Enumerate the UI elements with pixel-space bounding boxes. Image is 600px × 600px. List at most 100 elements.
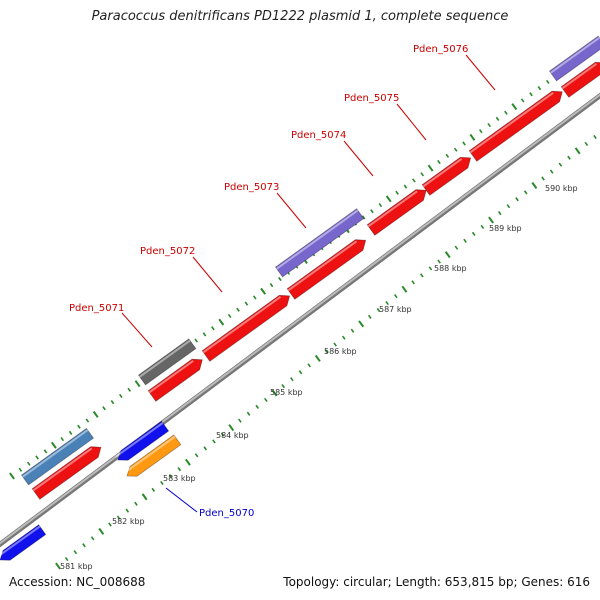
tick (453, 147, 458, 152)
feature-highlight (287, 240, 358, 292)
tick (228, 424, 235, 432)
tick (520, 98, 525, 103)
callout-line (465, 54, 496, 91)
backbone-highlight (0, 93, 600, 545)
tick (401, 285, 408, 293)
tick (202, 332, 207, 337)
tick (523, 190, 528, 195)
tick (26, 461, 31, 466)
feature-highlight (550, 36, 600, 74)
tick (574, 147, 581, 155)
tick (370, 209, 374, 214)
tick (385, 195, 392, 203)
tick (342, 335, 346, 340)
tick (151, 487, 156, 492)
tick (50, 441, 57, 449)
backbone (0, 92, 600, 548)
tick (541, 176, 545, 181)
gene-labels: Pden_5070 Pden_5071 Pden_5072 Pden_5073 Pden… (69, 44, 496, 519)
feature-highlight (32, 447, 93, 492)
tick (252, 295, 257, 300)
gene-label: Pden_5070 (199, 508, 254, 519)
tick (134, 380, 141, 388)
tick (55, 562, 61, 570)
tick (134, 501, 138, 506)
callout-line (343, 140, 374, 177)
tick (324, 349, 329, 354)
feature-highlight (422, 158, 463, 188)
forward-cds (286, 239, 367, 300)
tick (269, 283, 274, 288)
feature-highlight (115, 422, 164, 458)
tick (43, 449, 48, 454)
tick (278, 276, 282, 282)
tick (495, 116, 500, 121)
scale-label: 588 kbp (434, 264, 467, 273)
tick (271, 389, 278, 397)
scale-label: 583 kbp (163, 474, 196, 483)
tick (358, 320, 365, 328)
tick (211, 326, 215, 331)
tick (127, 387, 132, 392)
tick (333, 342, 337, 347)
forward-cds (560, 61, 600, 98)
tick (529, 92, 533, 97)
callout-line (192, 256, 223, 293)
tick (487, 122, 491, 128)
forward-cds (421, 156, 472, 196)
callout-line (276, 192, 307, 229)
tick (395, 190, 399, 195)
tick (593, 134, 597, 140)
tick (125, 508, 130, 513)
tick (420, 172, 425, 177)
tick (584, 141, 589, 147)
feature-highlight (561, 63, 598, 90)
forward-cds (147, 358, 203, 402)
tick (403, 184, 408, 189)
tick (64, 556, 69, 562)
scale-labels: 581 kbp 582 kbp 583 kbp 584 kbp 585 kbp 586 k… (60, 184, 578, 571)
scale-label: 585 kbp (270, 388, 303, 397)
tick (236, 307, 240, 312)
tick (102, 406, 106, 411)
tick (160, 480, 164, 486)
tick (350, 328, 355, 333)
tick (218, 318, 225, 326)
tick (463, 238, 467, 243)
reverse-cds (117, 420, 170, 461)
map-title: Paracoccus denitrificans PD1222 plasmid … (91, 9, 509, 24)
forward-cds (366, 189, 427, 236)
tick (462, 141, 466, 146)
tick (478, 129, 483, 134)
tick (82, 543, 86, 548)
tick (227, 313, 232, 319)
tick (497, 211, 502, 216)
gene-label: Pden_5074 (291, 130, 346, 141)
feature-highlight (0, 525, 41, 557)
tick (376, 307, 381, 313)
tick (290, 377, 294, 382)
forward-cds (468, 90, 563, 162)
summary-text: Topology: circular; Length: 653,815 bp; … (283, 575, 590, 589)
tick (549, 169, 554, 174)
tick (246, 411, 251, 416)
scale-label: 582 kbp (112, 517, 145, 526)
tick (558, 162, 563, 167)
gene-label: Pden_5073 (224, 182, 279, 193)
tick (537, 86, 542, 91)
feature-highlight (139, 339, 191, 378)
reverse-cds (0, 524, 47, 561)
tick (314, 354, 321, 362)
tick (119, 393, 123, 399)
tick (298, 370, 303, 375)
tick (488, 216, 494, 224)
tick (18, 467, 23, 472)
tick (244, 301, 249, 306)
tick (85, 418, 90, 423)
tick (411, 280, 415, 285)
gene-label: Pden_5076 (413, 44, 468, 55)
tick (194, 453, 199, 458)
feature-highlight (22, 429, 89, 478)
tick (471, 231, 476, 236)
scale-label: 589 kbp (489, 224, 522, 233)
